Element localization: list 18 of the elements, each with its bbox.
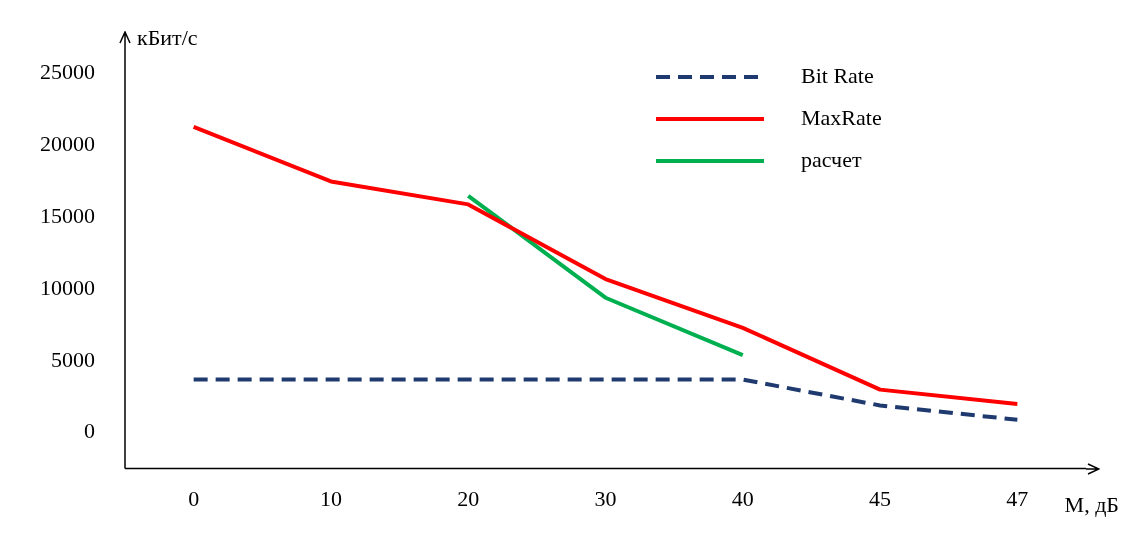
x-tick-label: 30 [594,485,617,511]
legend-label: расчет [801,146,862,172]
x-tick-label: 45 [869,485,892,511]
legend-label: MaxRate [801,104,882,130]
y-tick-label: 10000 [40,274,95,300]
x-tick-label: 40 [731,485,754,511]
legend-label: Bit Rate [801,62,874,88]
x-tick-label: 47 [1006,485,1029,511]
y-tick-label: 0 [84,418,95,444]
y-axis-title: кБит/с [137,24,198,50]
x-tick-label: 0 [188,485,200,511]
y-tick-label: 5000 [51,346,95,372]
x-tick-label: 20 [457,485,480,511]
x-tick-label: 10 [319,485,342,511]
y-tick-label: 15000 [40,203,95,229]
x-axis-title: M, дБ [1064,492,1119,518]
y-tick-label: 20000 [40,131,95,157]
y-tick-label: 25000 [40,59,95,85]
